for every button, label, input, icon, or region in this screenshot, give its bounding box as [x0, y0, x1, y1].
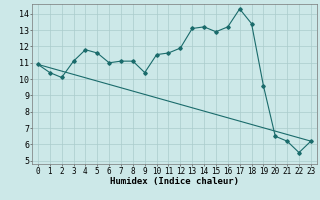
X-axis label: Humidex (Indice chaleur): Humidex (Indice chaleur) [110, 177, 239, 186]
